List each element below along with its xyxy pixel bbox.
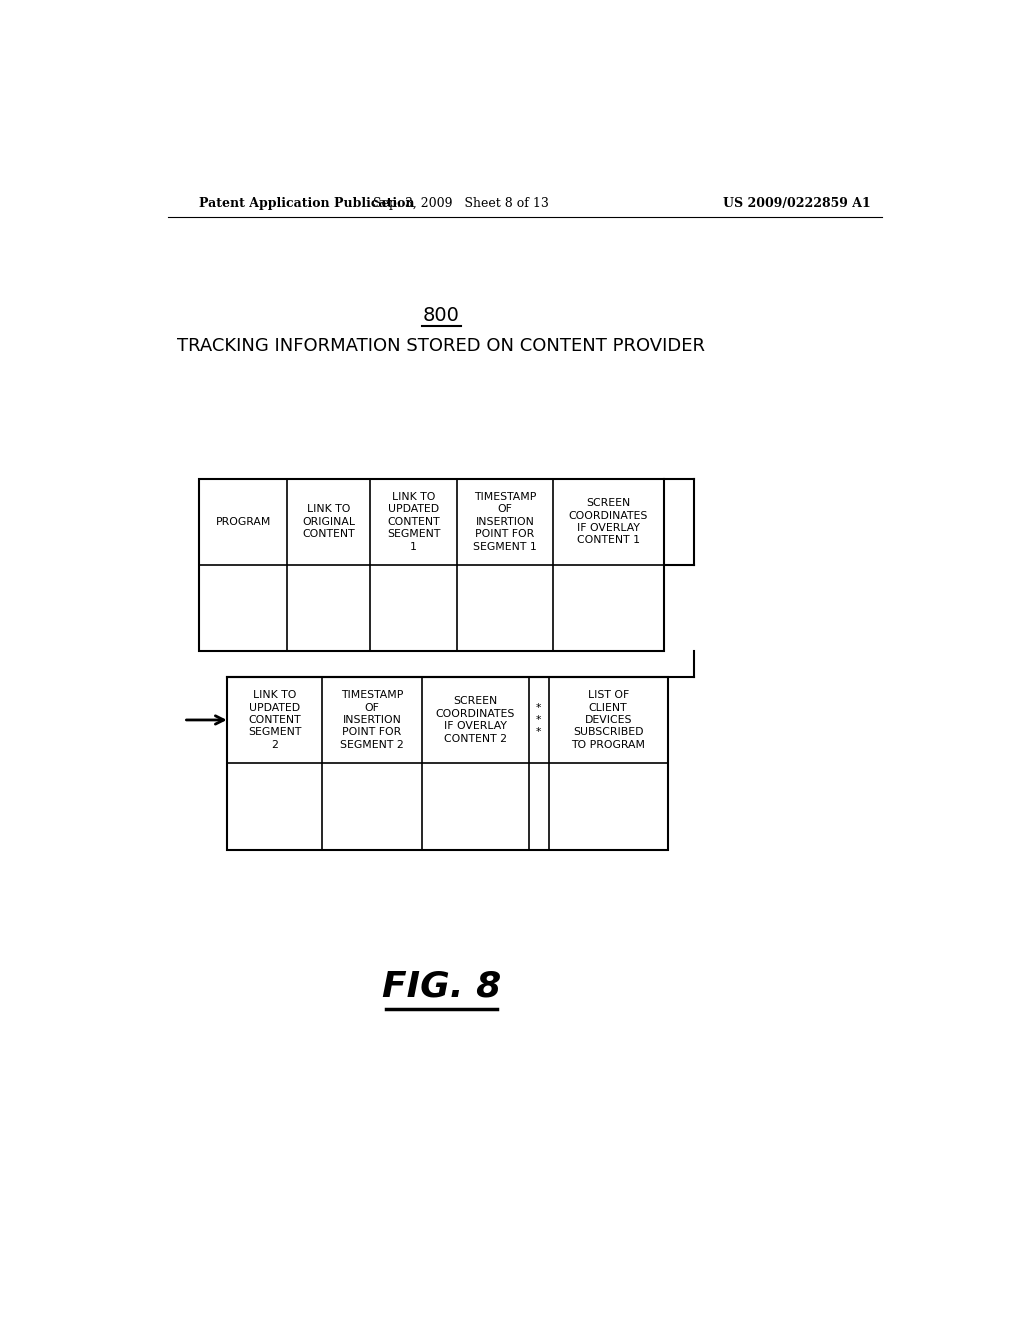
Text: PROGRAM: PROGRAM (215, 516, 270, 527)
Text: Patent Application Publication: Patent Application Publication (200, 197, 415, 210)
Text: *
*
*: * * * (536, 702, 542, 738)
Text: LINK TO
UPDATED
CONTENT
SEGMENT
2: LINK TO UPDATED CONTENT SEGMENT 2 (248, 690, 301, 750)
Text: TIMESTAMP
OF
INSERTION
POINT FOR
SEGMENT 1: TIMESTAMP OF INSERTION POINT FOR SEGMENT… (473, 492, 537, 552)
Bar (200, 479, 664, 651)
Text: TIMESTAMP
OF
INSERTION
POINT FOR
SEGMENT 2: TIMESTAMP OF INSERTION POINT FOR SEGMENT… (340, 690, 403, 750)
Text: FIG. 8: FIG. 8 (382, 970, 501, 1003)
Text: LIST OF
CLIENT
DEVICES
SUBSCRIBED
TO PROGRAM: LIST OF CLIENT DEVICES SUBSCRIBED TO PRO… (571, 690, 645, 750)
Text: SCREEN
COORDINATES
IF OVERLAY
CONTENT 2: SCREEN COORDINATES IF OVERLAY CONTENT 2 (435, 697, 515, 743)
Bar (227, 677, 668, 850)
Text: LINK TO
ORIGINAL
CONTENT: LINK TO ORIGINAL CONTENT (302, 504, 355, 539)
Text: TRACKING INFORMATION STORED ON CONTENT PROVIDER: TRACKING INFORMATION STORED ON CONTENT P… (177, 338, 706, 355)
Text: 800: 800 (423, 306, 460, 326)
Text: Sep. 3, 2009   Sheet 8 of 13: Sep. 3, 2009 Sheet 8 of 13 (374, 197, 549, 210)
Text: LINK TO
UPDATED
CONTENT
SEGMENT
1: LINK TO UPDATED CONTENT SEGMENT 1 (387, 492, 440, 552)
Text: SCREEN
COORDINATES
IF OVERLAY
CONTENT 1: SCREEN COORDINATES IF OVERLAY CONTENT 1 (568, 498, 648, 545)
Text: US 2009/0222859 A1: US 2009/0222859 A1 (723, 197, 871, 210)
